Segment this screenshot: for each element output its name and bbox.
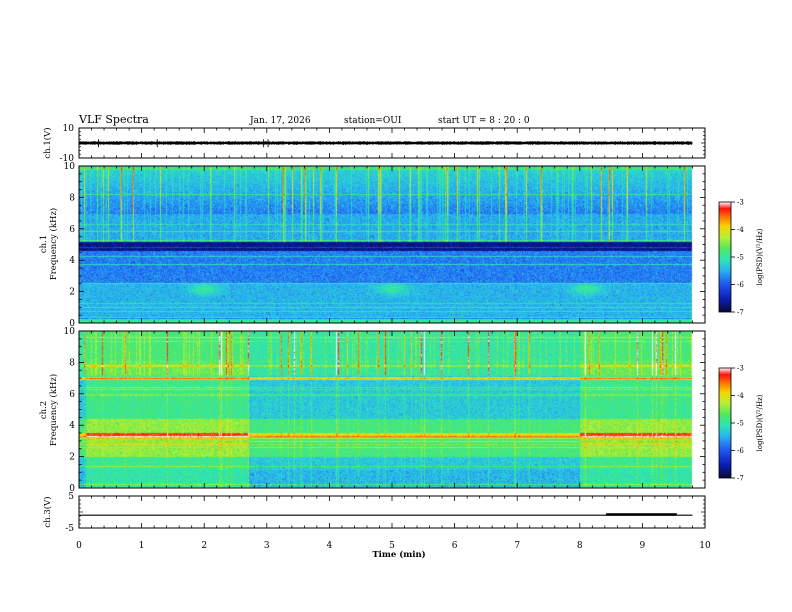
colorbar-tick-label: -6	[737, 447, 744, 455]
ch3-waveform-panel: 5 -5 ch.3(V)	[42, 492, 706, 534]
station-label: station=OUI	[344, 116, 402, 126]
x-tick-label: 9	[640, 541, 646, 551]
ch1-colorbar-ticks: -3 -4 -5 -6 -7	[731, 199, 744, 317]
start-ut-label: start UT = 8 : 20 : 0	[438, 116, 530, 126]
y-tick-label: 0	[69, 319, 75, 329]
ch1-spec-ylabel-freq: Frequency (kHz)	[48, 208, 59, 280]
ch1-waveform-line	[78, 141, 693, 145]
ch1-spectrogram-image	[79, 166, 705, 323]
colorbar-tick-label: -6	[737, 281, 744, 289]
x-tick-label: 2	[201, 541, 207, 551]
ch3-ytick-top: 5	[68, 492, 74, 502]
x-tick-label: 0	[76, 541, 82, 551]
x-tick-label: 5	[389, 541, 395, 551]
x-tick-label: 1	[139, 541, 145, 551]
ch1-waveform-trace	[78, 139, 693, 148]
y-tick-label: 10	[64, 162, 76, 172]
ch2-spec-ylabel-freq: Frequency (kHz)	[48, 374, 59, 446]
y-tick-label: 2	[69, 453, 75, 463]
x-tick-label: 8	[577, 541, 583, 551]
ch1-waveform-panel: 10 -10 ch.1(V)	[42, 124, 706, 164]
ch2-colorbar-label: log(PSD)(V²/Hz)	[756, 394, 764, 451]
ch2-colorbar: -3 -4 -5 -6 -7 log(PSD)(V²/Hz)	[718, 365, 764, 483]
ch1-colorbar-fill	[718, 201, 732, 313]
colorbar-tick-label: -7	[737, 475, 744, 483]
ch3-ytick-bottom: -5	[65, 524, 74, 534]
ch1-ytick-bottom: -10	[60, 154, 75, 164]
y-tick-label: 6	[69, 390, 75, 400]
ch2-spectrogram-image-holder	[79, 331, 705, 488]
ch2-colorbar-ticks: -3 -4 -5 -6 -7	[731, 365, 744, 483]
ch1-spectrogram-ticks: 0 2 4 6 8 10	[64, 162, 706, 329]
x-tick-label: 6	[452, 541, 458, 551]
ch3-waveform-trace	[79, 513, 693, 516]
ch2-spectrogram-image	[79, 331, 705, 488]
ch2-spectrogram-ticks: 0 2 4 6 8 10	[64, 327, 706, 494]
y-tick-label: 10	[64, 327, 76, 337]
y-tick-label: 2	[69, 288, 75, 298]
y-tick-label: 8	[69, 358, 75, 368]
y-tick-label: 8	[69, 193, 75, 203]
y-tick-label: 4	[69, 421, 75, 431]
y-tick-label: 0	[69, 484, 75, 494]
ch2-spectrogram-panel: 0 2 4 6 8 10 ch.2 Frequency (kHz)	[39, 327, 706, 494]
ch3-waveform-ticks	[78, 495, 706, 529]
ch1-ylabel: ch.1(V)	[42, 127, 53, 158]
colorbar-tick-label: -4	[737, 392, 744, 400]
ch1-colorbar: -3 -4 -5 -6 -7 log(PSD)(V²/Hz)	[718, 199, 764, 317]
x-tick-label: 7	[514, 541, 520, 551]
ch1-spectrogram-panel: 0 2 4 6 8 10 ch.1 Frequency (kHz)	[39, 162, 706, 329]
ch1-waveform-ticks	[78, 127, 706, 159]
ch1-spec-ylabel-channel: ch.1	[39, 235, 49, 253]
ch2-spec-ylabel-channel: ch.2	[39, 401, 49, 419]
ch2-colorbar-fill	[718, 367, 732, 479]
x-tick-label: 10	[699, 541, 711, 551]
ch1-spectrogram-image-holder	[79, 166, 705, 323]
x-tick-labels: 0 1 2 3 4 5 6 7 8 9 10	[76, 541, 711, 551]
x-axis-label: Time (min)	[372, 549, 425, 560]
x-tick-label: 3	[264, 541, 270, 551]
y-tick-label: 4	[69, 256, 75, 266]
colorbar-tick-label: -3	[737, 199, 744, 207]
colorbar-tick-label: -7	[737, 309, 744, 317]
colorbar-tick-label: -4	[737, 226, 744, 234]
ch1-ytick-top: 10	[63, 124, 75, 134]
colorbar-tick-label: -3	[737, 365, 744, 373]
x-tick-label: 4	[327, 541, 333, 551]
ch3-step	[606, 513, 677, 516]
colorbar-tick-label: -5	[737, 420, 744, 428]
colorbar-tick-label: -5	[737, 254, 744, 262]
ch3-ylabel: ch.3(V)	[42, 496, 53, 527]
ch1-colorbar-label: log(PSD)(V²/Hz)	[756, 228, 764, 285]
figure-title: VLF Spectra	[78, 113, 149, 126]
y-tick-label: 6	[69, 225, 75, 235]
date-label: Jan. 17, 2026	[249, 116, 311, 126]
